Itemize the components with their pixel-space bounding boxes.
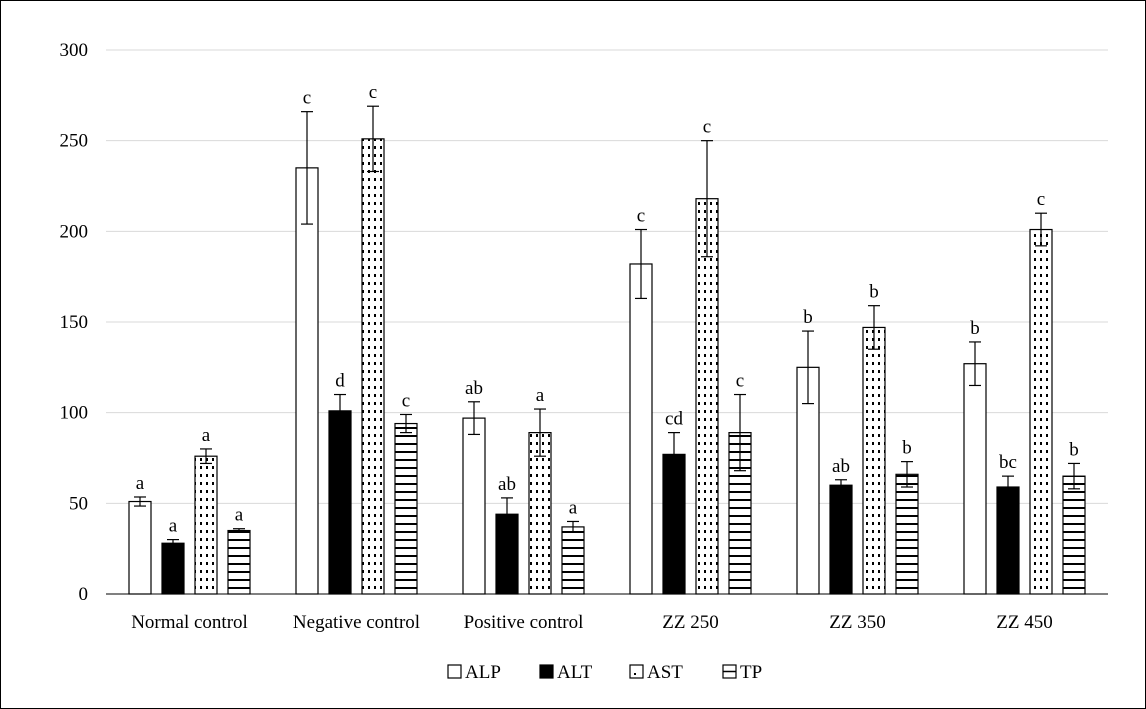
bar-tp bbox=[561, 526, 585, 595]
significance-letter: c bbox=[703, 117, 711, 138]
bar-ast bbox=[194, 455, 218, 595]
bar-alp bbox=[629, 263, 653, 595]
significance-letter: cd bbox=[665, 409, 683, 430]
significance-letter: a bbox=[136, 473, 145, 494]
x-tick-label: ZZ 350 bbox=[829, 612, 885, 633]
x-tick-label: Normal control bbox=[131, 612, 248, 633]
gridlines bbox=[106, 49, 1108, 595]
significance-letter: c bbox=[369, 82, 377, 103]
significance-letter: b bbox=[1069, 439, 1079, 460]
significance-letter: ab bbox=[832, 456, 850, 477]
significance-letter: ab bbox=[498, 474, 516, 495]
significance-letter: bc bbox=[999, 452, 1017, 473]
significance-letter: a bbox=[569, 497, 578, 518]
bar-alp bbox=[963, 363, 987, 595]
bar-alp bbox=[128, 500, 152, 595]
bar-alp bbox=[462, 417, 486, 595]
bar-alt bbox=[328, 410, 352, 595]
y-axis: 0 50 100 150 200 250 300 bbox=[60, 40, 89, 605]
y-tick-label: 0 bbox=[79, 584, 89, 605]
bar-tp bbox=[227, 529, 251, 595]
significance-letter: a bbox=[202, 425, 211, 446]
legend-swatch-alt bbox=[539, 664, 554, 679]
bar-alt bbox=[829, 484, 853, 595]
legend: ALP ALT AST TP bbox=[447, 662, 762, 683]
x-axis: Normal control Negative control Positive c… bbox=[131, 612, 1053, 633]
legend-swatch-tp bbox=[722, 664, 737, 679]
y-tick-label: 300 bbox=[60, 40, 89, 61]
significance-letter: c bbox=[736, 371, 744, 392]
y-tick-label: 250 bbox=[60, 131, 89, 152]
significance-letter: b bbox=[869, 282, 879, 303]
significance-letter: a bbox=[536, 385, 545, 406]
significance-letter: b bbox=[803, 307, 813, 328]
y-tick-label: 50 bbox=[69, 493, 88, 514]
y-tick-label: 100 bbox=[60, 403, 89, 424]
x-tick-label: ZZ 450 bbox=[996, 612, 1052, 633]
bar-ast bbox=[361, 138, 385, 595]
legend-swatch-ast bbox=[629, 664, 644, 679]
legend-label-alt: ALT bbox=[557, 662, 593, 683]
bar-alt bbox=[996, 486, 1020, 595]
x-tick-label: Positive control bbox=[464, 612, 584, 633]
bar-tp bbox=[1062, 475, 1086, 595]
significance-letter: b bbox=[902, 438, 912, 459]
bar-ast bbox=[862, 326, 886, 595]
significance-letter: c bbox=[303, 88, 311, 109]
x-tick-label: ZZ 250 bbox=[662, 612, 718, 633]
bar-alt bbox=[161, 542, 185, 595]
significance-letter: d bbox=[335, 371, 345, 392]
bar-alp bbox=[295, 167, 319, 595]
legend-label-tp: TP bbox=[740, 662, 762, 683]
significance-letter: c bbox=[637, 206, 645, 227]
legend-label-ast: AST bbox=[647, 662, 683, 683]
significance-letter: b bbox=[970, 318, 980, 339]
y-tick-label: 200 bbox=[60, 221, 89, 242]
significance-letter: ab bbox=[465, 378, 483, 399]
significance-letter: c bbox=[1037, 189, 1045, 210]
bar-ast bbox=[528, 432, 552, 595]
bar-tp bbox=[895, 473, 919, 595]
bar-ast bbox=[1029, 228, 1053, 595]
legend-swatch-alp bbox=[447, 664, 462, 679]
bar-ast bbox=[695, 198, 719, 595]
legend-label-alp: ALP bbox=[465, 662, 501, 683]
x-tick-label: Negative control bbox=[293, 612, 420, 633]
significance-letter: a bbox=[169, 516, 178, 537]
significance-letter: c bbox=[402, 390, 410, 411]
significance-letter: a bbox=[235, 505, 244, 526]
y-tick-label: 150 bbox=[60, 312, 89, 333]
bar-tp bbox=[394, 422, 418, 595]
